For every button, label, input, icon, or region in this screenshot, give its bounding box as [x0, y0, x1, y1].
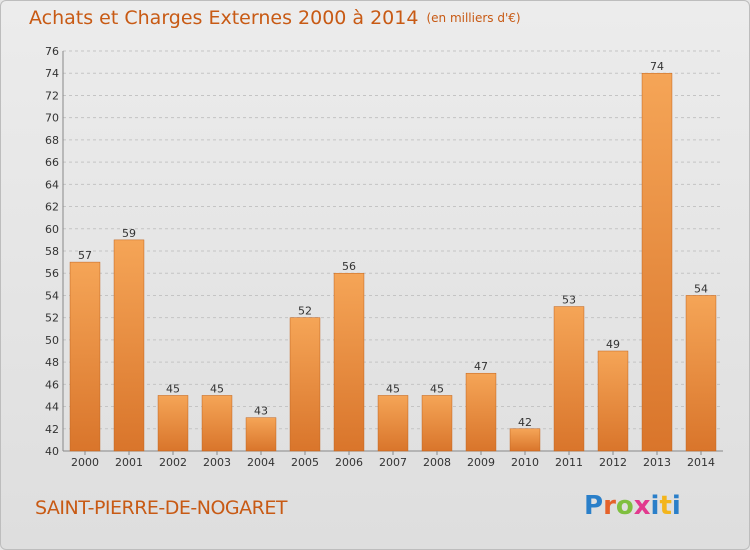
- bar: [289, 317, 321, 452]
- commune-name: SAINT-PIERRE-DE-NOGARET: [35, 497, 287, 519]
- y-tick-label: 68: [45, 134, 59, 147]
- bar: [509, 428, 541, 452]
- logo-letter: x: [633, 491, 651, 521]
- data-label: 56: [342, 260, 356, 273]
- x-tick-label: 2012: [599, 456, 627, 469]
- x-tick-label: 2006: [335, 456, 363, 469]
- y-tick-label: 76: [45, 45, 59, 58]
- proxiti-logo: Proxiti: [584, 491, 681, 521]
- y-tick-label: 70: [45, 112, 59, 125]
- data-label: 45: [430, 382, 444, 395]
- x-tick-label: 2000: [71, 456, 99, 469]
- y-tick-label: 56: [45, 267, 59, 280]
- y-tick-label: 74: [45, 67, 59, 80]
- data-label: 47: [474, 360, 488, 373]
- y-tick-label: 40: [45, 445, 59, 458]
- data-label: 53: [562, 294, 576, 307]
- y-tick-label: 72: [45, 89, 59, 102]
- x-tick-label: 2011: [555, 456, 583, 469]
- bar: [333, 272, 365, 452]
- y-tick-label: 52: [45, 312, 59, 325]
- logo-letter: r: [603, 491, 616, 521]
- x-tick-label: 2002: [159, 456, 187, 469]
- data-label: 54: [694, 282, 708, 295]
- bar: [69, 261, 101, 452]
- data-label: 57: [78, 249, 92, 262]
- bar: [597, 350, 629, 452]
- x-tick-label: 2013: [643, 456, 671, 469]
- bar: [377, 395, 409, 452]
- y-tick-label: 44: [45, 401, 59, 414]
- y-tick-label: 64: [45, 178, 59, 191]
- logo-letter: i: [650, 491, 660, 521]
- y-tick-label: 58: [45, 245, 59, 258]
- bar: [553, 306, 585, 452]
- y-tick-label: 60: [45, 223, 59, 236]
- x-tick-label: 2004: [247, 456, 275, 469]
- bar: [641, 72, 673, 452]
- bar: [685, 295, 717, 452]
- chart-title-text: Achats et Charges Externes 2000 à 2014: [29, 7, 419, 29]
- data-label: 45: [166, 382, 180, 395]
- data-label: 45: [386, 382, 400, 395]
- y-tick-label: 50: [45, 334, 59, 347]
- x-tick-label: 2010: [511, 456, 539, 469]
- y-tick-label: 46: [45, 378, 59, 391]
- y-tick-label: 66: [45, 156, 59, 169]
- data-label: 45: [210, 382, 224, 395]
- x-tick-label: 2014: [687, 456, 715, 469]
- data-label: 43: [254, 405, 268, 418]
- data-label: 59: [122, 227, 136, 240]
- data-label: 74: [650, 60, 664, 73]
- y-tick-label: 62: [45, 201, 59, 214]
- y-tick-label: 42: [45, 423, 59, 436]
- logo-letter: t: [659, 491, 672, 521]
- data-label: 52: [298, 305, 312, 318]
- y-tick-label: 48: [45, 356, 59, 369]
- data-label: 49: [606, 338, 620, 351]
- chart-unit: (en milliers d'€): [426, 11, 521, 25]
- bar: [465, 372, 497, 452]
- x-tick-label: 2001: [115, 456, 143, 469]
- data-label: 42: [518, 416, 532, 429]
- chart-title: Achats et Charges Externes 2000 à 2014 (e…: [29, 7, 521, 29]
- bar: [421, 395, 453, 452]
- bar: [245, 417, 277, 452]
- x-tick-label: 2003: [203, 456, 231, 469]
- y-tick-label: 54: [45, 289, 59, 302]
- logo-letter: i: [671, 491, 681, 521]
- bar: [113, 239, 145, 452]
- bar: [157, 395, 189, 452]
- logo-letter: P: [584, 491, 604, 521]
- x-tick-label: 2007: [379, 456, 407, 469]
- bar: [201, 395, 233, 452]
- x-tick-label: 2008: [423, 456, 451, 469]
- logo-letter: o: [615, 491, 634, 521]
- x-tick-label: 2005: [291, 456, 319, 469]
- x-tick-label: 2009: [467, 456, 495, 469]
